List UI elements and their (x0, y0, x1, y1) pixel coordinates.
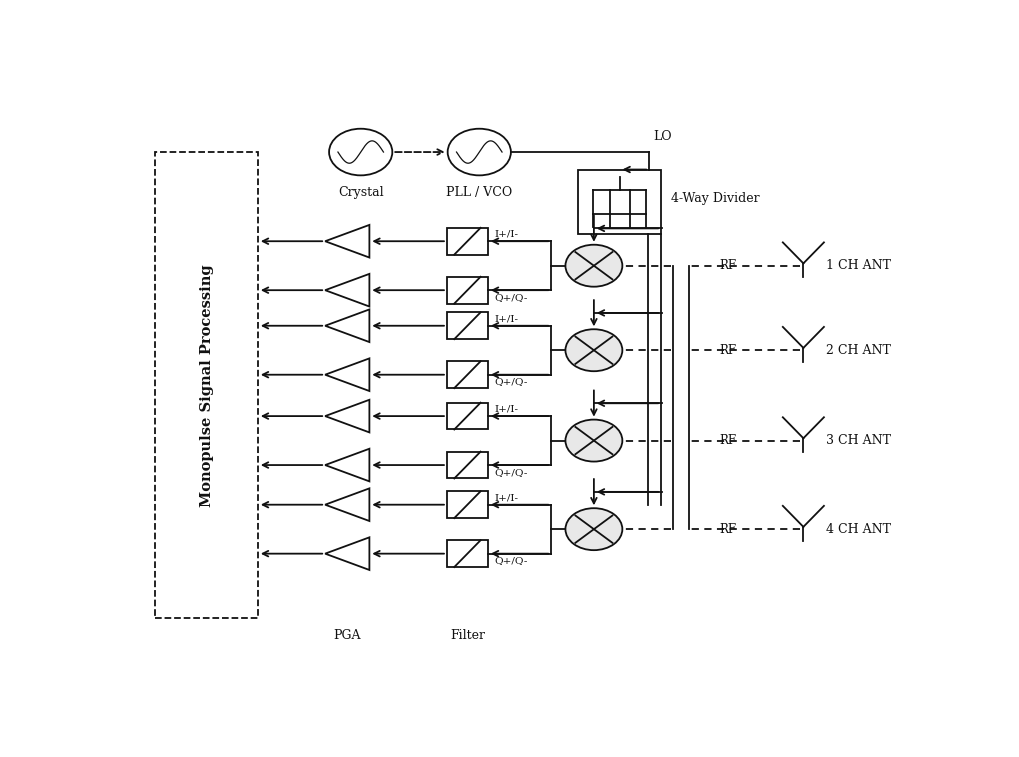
Text: 1 CH ANT: 1 CH ANT (824, 259, 890, 273)
Text: 3 CH ANT: 3 CH ANT (824, 434, 890, 447)
Text: 4-Way Divider: 4-Way Divider (669, 192, 758, 205)
Bar (446, 313, 487, 339)
Text: Q+/Q-: Q+/Q- (494, 378, 527, 386)
Text: LO: LO (652, 130, 672, 143)
Circle shape (565, 329, 622, 371)
Text: RF: RF (719, 344, 736, 357)
Bar (446, 491, 487, 518)
Circle shape (565, 245, 622, 287)
Bar (446, 361, 487, 388)
Text: Filter: Filter (449, 629, 484, 642)
Text: Q+/Q-: Q+/Q- (494, 468, 527, 477)
Text: Crystal: Crystal (337, 186, 383, 199)
Bar (446, 277, 487, 304)
Bar (155, 152, 258, 618)
Circle shape (565, 419, 622, 462)
Text: Q+/Q-: Q+/Q- (494, 556, 527, 565)
Bar (446, 403, 487, 429)
Text: RF: RF (719, 434, 736, 447)
Text: Q+/Q-: Q+/Q- (494, 293, 527, 302)
Bar (578, 170, 660, 234)
Text: PLL / VCO: PLL / VCO (445, 186, 512, 199)
Text: 2 CH ANT: 2 CH ANT (824, 344, 890, 357)
Text: I+/I-: I+/I- (494, 314, 518, 323)
Text: RF: RF (719, 522, 736, 536)
Circle shape (565, 508, 622, 550)
Bar (446, 452, 487, 478)
Text: PGA: PGA (333, 629, 361, 642)
Text: RF: RF (719, 259, 736, 273)
Text: 4 CH ANT: 4 CH ANT (824, 522, 890, 536)
Text: Monopulse Signal Processing: Monopulse Signal Processing (200, 264, 213, 506)
Bar (446, 228, 487, 254)
Text: I+/I-: I+/I- (494, 404, 518, 413)
Text: I+/I-: I+/I- (494, 229, 518, 238)
Bar (446, 540, 487, 567)
Text: I+/I-: I+/I- (494, 493, 518, 502)
